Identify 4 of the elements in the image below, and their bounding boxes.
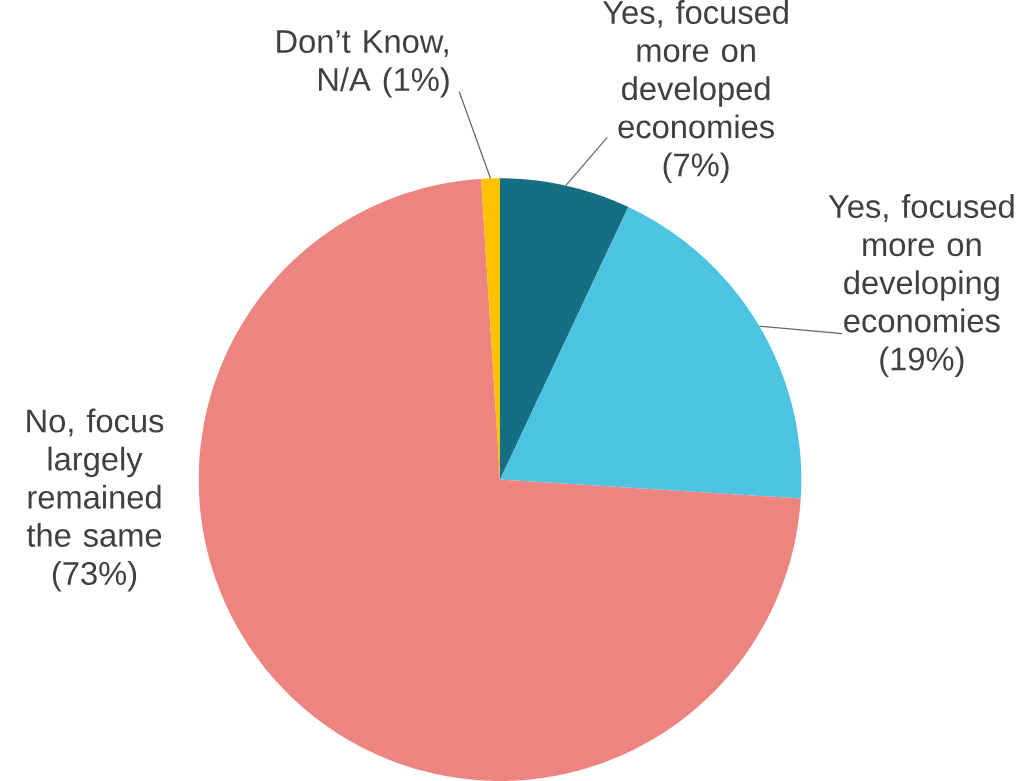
slice-label: Yes, focused more on developing economies (19%): [828, 194, 1014, 378]
slice-label: Yes, focused more on developed economies (7%): [602, 0, 788, 184]
slice-label: No, focus largely remained the same (73%): [26, 408, 164, 592]
slice-label: Don’t Know, N/A (1%): [277, 30, 449, 98]
